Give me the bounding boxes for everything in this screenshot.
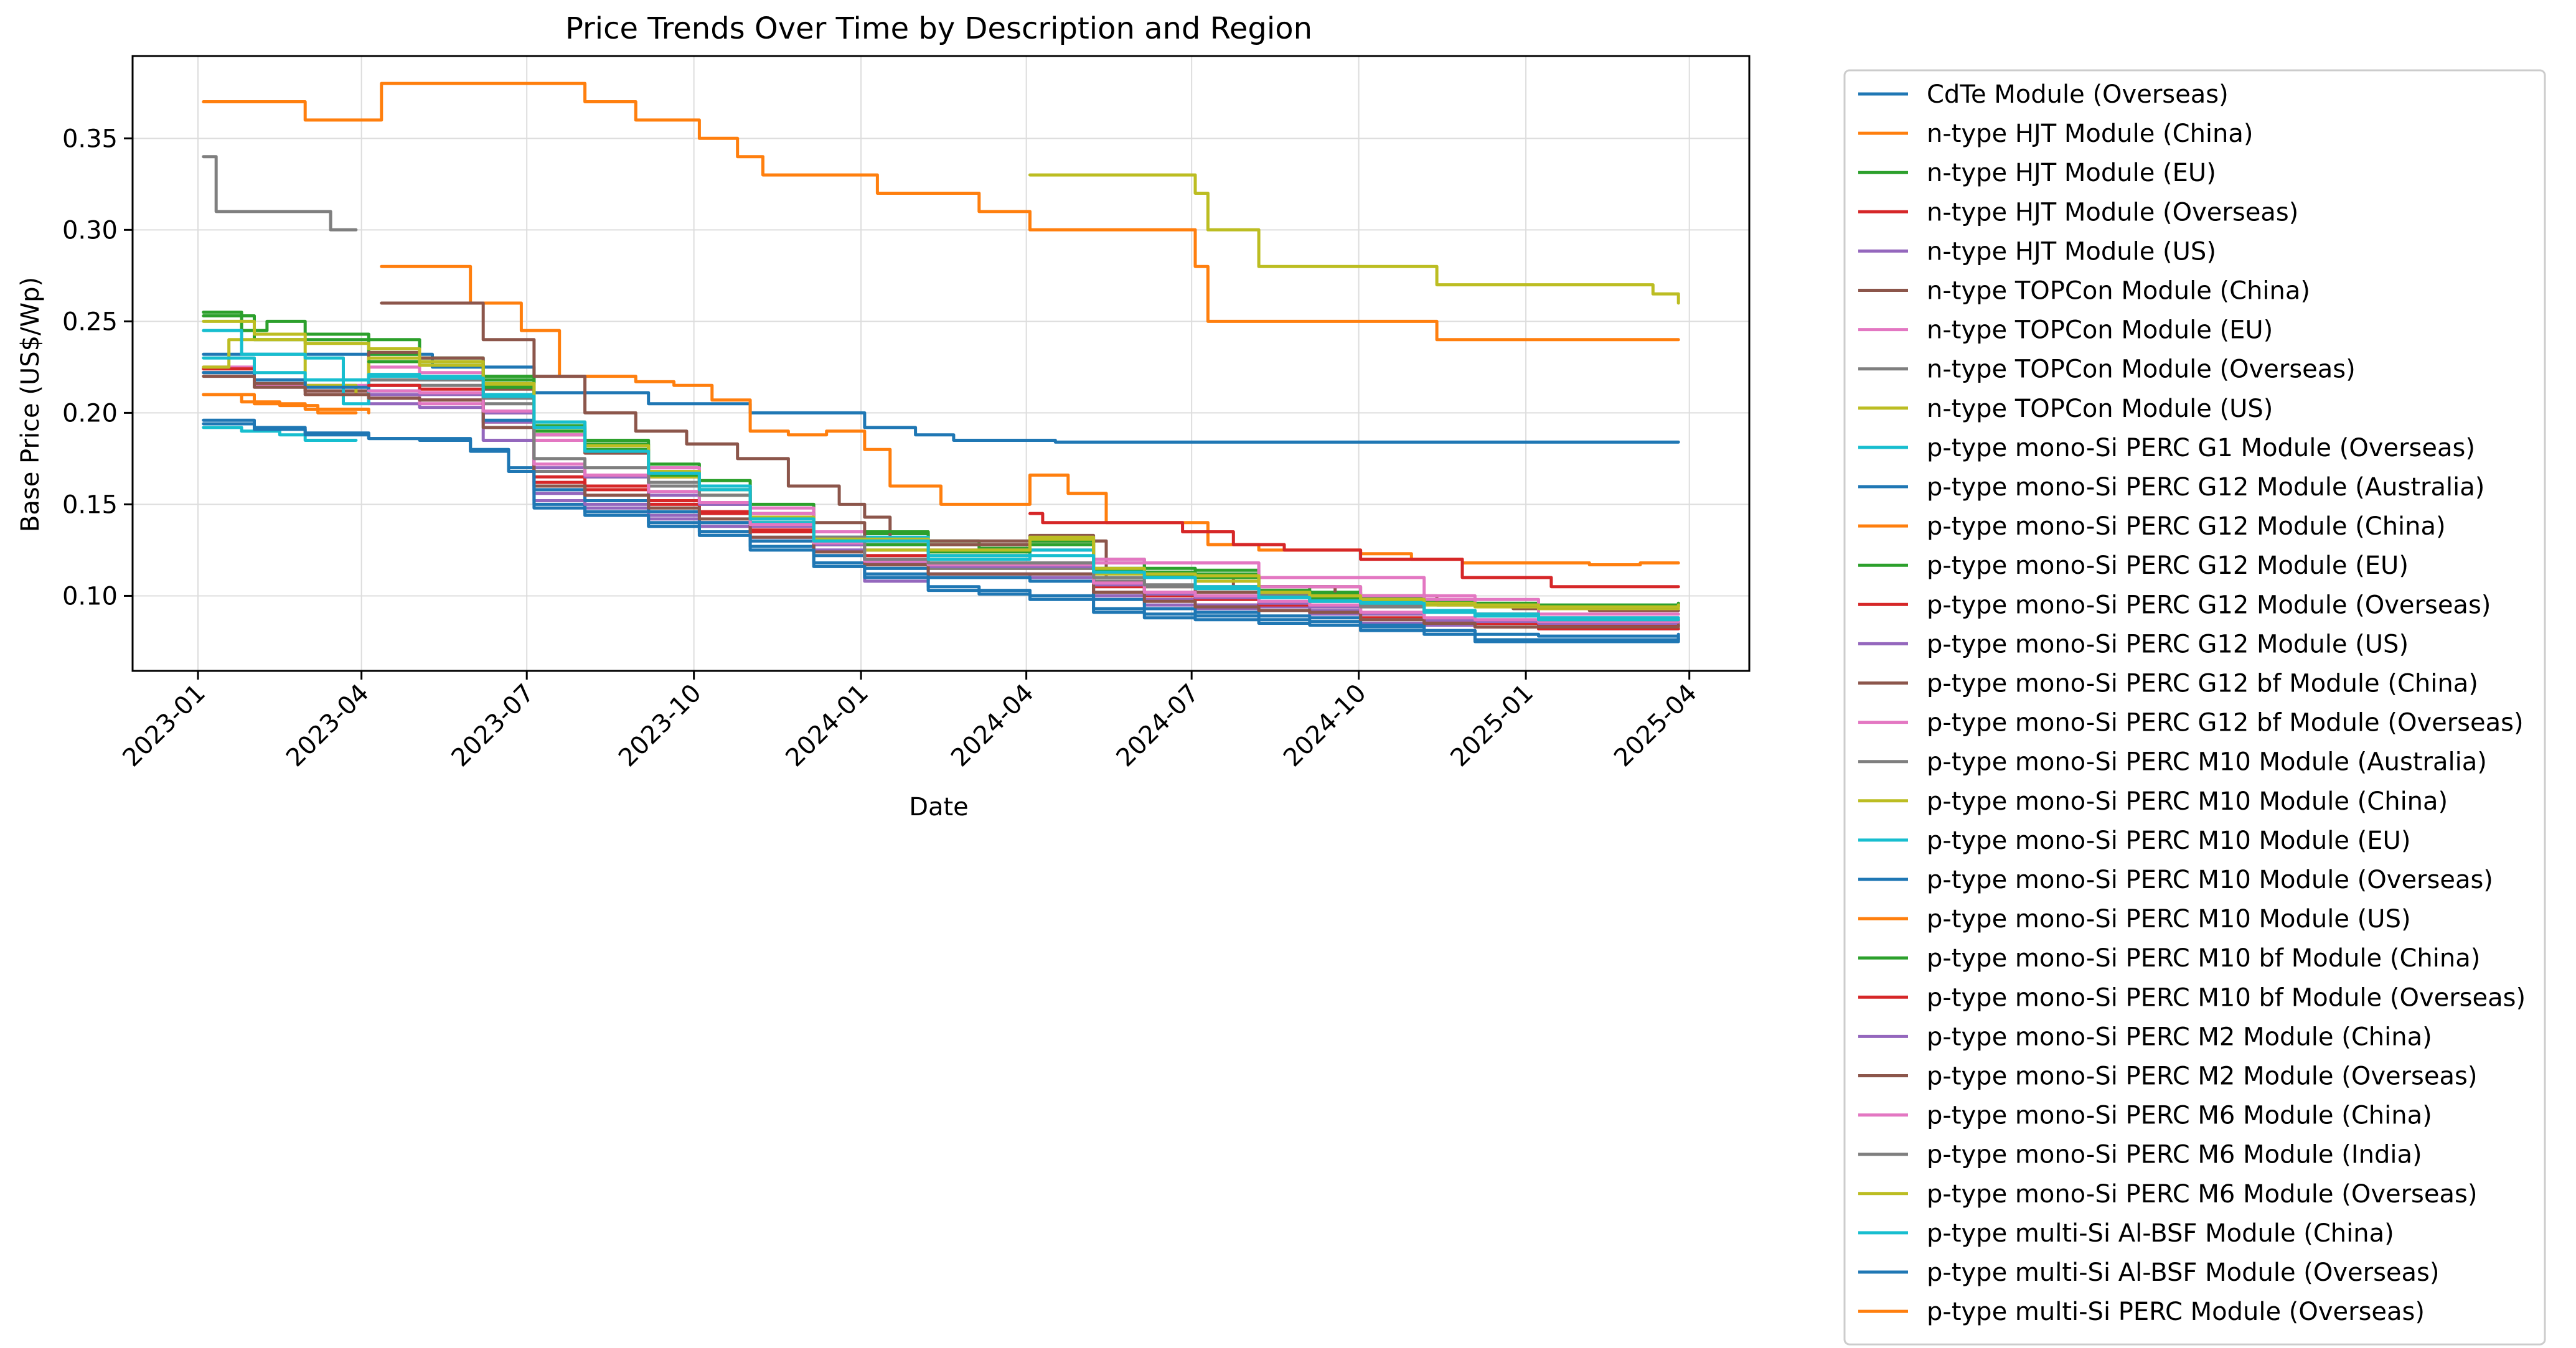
legend-entry-label: p-type mono-Si PERC M2 Module (Overseas)	[1927, 1062, 2477, 1091]
legend-entry-label: p-type mono-Si PERC M6 Module (Overseas)	[1927, 1180, 2477, 1209]
legend-entry-label: p-type mono-Si PERC M10 bf Module (China…	[1927, 944, 2480, 973]
series-line	[202, 393, 370, 414]
legend-entry-label: p-type mono-Si PERC M10 bf Module (Overs…	[1927, 983, 2526, 1012]
legend-entry-label: p-type mono-Si PERC G12 Module (EU)	[1927, 551, 2409, 580]
y-tick-label: 0.30	[62, 216, 118, 245]
y-axis: 0.10 0.15 0.20 0.25 0.30 0.35	[62, 124, 133, 611]
legend-entry-label: p-type mono-Si PERC G1 Module (Overseas)	[1927, 434, 2475, 462]
series-line	[380, 264, 1680, 566]
y-tick-label: 0.25	[62, 307, 118, 336]
series-line	[202, 352, 1680, 444]
x-axis: 2023-01 2023-04 2023-07 2023-10 2024-01 2024-…	[117, 671, 1703, 773]
x-tick-label: 2023-07	[446, 679, 540, 773]
legend-entry-label: n-type TOPCon Module (Overseas)	[1927, 355, 2356, 384]
x-tick-label: 2023-04	[281, 679, 375, 773]
x-tick-label: 2024-07	[1111, 679, 1205, 773]
legend-frame	[1843, 69, 2546, 1346]
legend-entry-label: n-type HJT Module (China)	[1927, 119, 2254, 148]
legend-entry-label: n-type TOPCon Module (China)	[1927, 277, 2310, 306]
plot-area-frame	[131, 55, 1751, 672]
chart-title: Price Trends Over Time by Description an…	[565, 11, 1312, 46]
series-line	[202, 375, 1680, 629]
legend-entry-label: p-type mono-Si PERC M6 Module (India)	[1927, 1141, 2422, 1169]
legend-entry-label: p-type mono-Si PERC M2 Module (China)	[1927, 1023, 2432, 1051]
legend-entry-label: p-type mono-Si PERC M10 Module (US)	[1927, 905, 2411, 934]
legend-entry-label: p-type mono-Si PERC M6 Module (China)	[1927, 1102, 2432, 1130]
series-line	[202, 418, 1680, 642]
legend-entry-label: n-type TOPCon Module (US)	[1927, 395, 2273, 423]
x-tick-label: 2023-10	[613, 679, 707, 773]
legend-entry-label: p-type mono-Si PERC M10 Module (Overseas…	[1927, 866, 2493, 894]
series-line	[367, 360, 1680, 609]
series-line	[202, 356, 1680, 622]
legend-entry-label: p-type mono-Si PERC M10 Module (Australi…	[1927, 748, 2487, 777]
y-tick-label: 0.20	[62, 399, 118, 428]
series-lines	[202, 82, 1680, 644]
legend-entry-label: p-type mono-Si PERC G12 Module (China)	[1927, 512, 2446, 541]
series-line	[202, 422, 1680, 644]
legend-entry-label: n-type HJT Module (EU)	[1927, 159, 2216, 187]
legend-entry-label: p-type mono-Si PERC G12 Module (US)	[1927, 630, 2409, 658]
x-tick-label: 2025-01	[1445, 679, 1539, 773]
legend-entry-label: p-type multi-Si PERC Module (Overseas)	[1927, 1298, 2425, 1326]
x-tick-label: 2024-10	[1278, 679, 1372, 773]
legend-entry-label: n-type HJT Module (US)	[1927, 237, 2216, 266]
x-tick-label: 2023-01	[117, 679, 211, 773]
legend: CdTe Module (Overseas) n-type HJT Module …	[1843, 69, 2546, 1346]
legend-entry-label: p-type mono-Si PERC G12 bf Module (China…	[1927, 670, 2478, 698]
legend-entry-label: p-type multi-Si Al-BSF Module (Overseas)	[1927, 1258, 2440, 1287]
series-line	[1028, 173, 1680, 305]
x-axis-label: Date	[909, 793, 969, 821]
legend-entry-label: p-type mono-Si PERC G12 Module (Overseas…	[1927, 591, 2491, 619]
legend-entry-label: p-type mono-Si PERC M10 Module (China)	[1927, 787, 2448, 816]
series-line	[202, 82, 1680, 342]
series-line	[202, 311, 1680, 607]
legend-entry-label: p-type mono-Si PERC M10 Module (EU)	[1927, 826, 2410, 855]
legend-entry-label: CdTe Module (Overseas)	[1927, 80, 2229, 109]
legend-entry-label: n-type TOPCon Module (EU)	[1927, 316, 2273, 345]
legend-entry-label: p-type mono-Si PERC G12 Module (Australi…	[1927, 473, 2484, 502]
series-line	[202, 155, 358, 232]
y-tick-label: 0.35	[62, 124, 118, 153]
legend-entry-label: p-type multi-Si Al-BSF Module (China)	[1927, 1219, 2394, 1248]
series-line	[1028, 512, 1680, 589]
x-tick-label: 2024-04	[946, 679, 1040, 773]
y-tick-label: 0.15	[62, 490, 118, 519]
x-tick-label: 2025-04	[1609, 679, 1703, 773]
grid-lines	[133, 56, 1749, 671]
y-tick-label: 0.10	[62, 582, 118, 611]
legend-entry-label: p-type mono-Si PERC G12 bf Module (Overs…	[1927, 709, 2524, 737]
series-line	[202, 426, 358, 442]
x-tick-label: 2024-01	[780, 679, 874, 773]
legend-entry-label: n-type HJT Module (Overseas)	[1927, 198, 2298, 227]
y-axis-label: Base Price (US$/Wp)	[16, 277, 45, 532]
